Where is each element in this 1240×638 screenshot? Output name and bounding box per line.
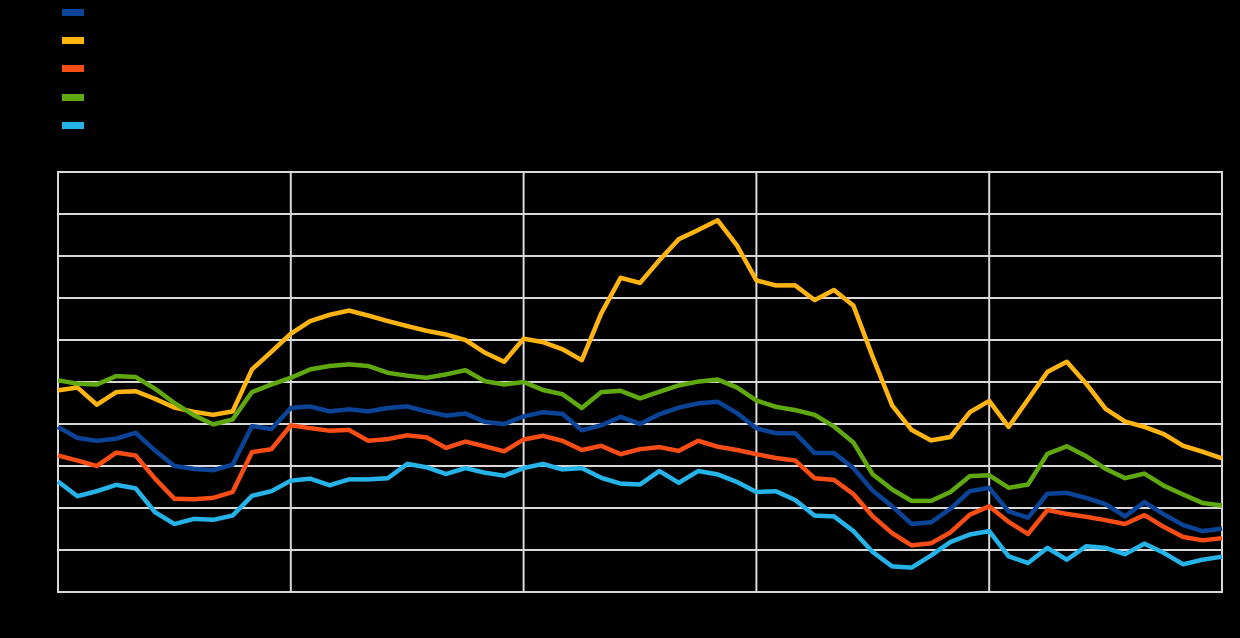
- series-line-green: [57, 362, 1223, 508]
- legend-swatch-series-cyan: [62, 122, 84, 129]
- series-line-orange: [57, 423, 1223, 548]
- legend: [0, 0, 200, 160]
- series-line-cyan: [56, 461, 1223, 570]
- legend-swatch-series-dark-blue: [62, 9, 84, 16]
- series-line-dark-blue: [56, 399, 1223, 534]
- legend-swatch-series-orange: [62, 65, 84, 72]
- legend-swatch-series-yellow: [62, 37, 84, 44]
- series-line-yellow: [57, 218, 1223, 461]
- legend-swatch-series-green: [62, 94, 84, 101]
